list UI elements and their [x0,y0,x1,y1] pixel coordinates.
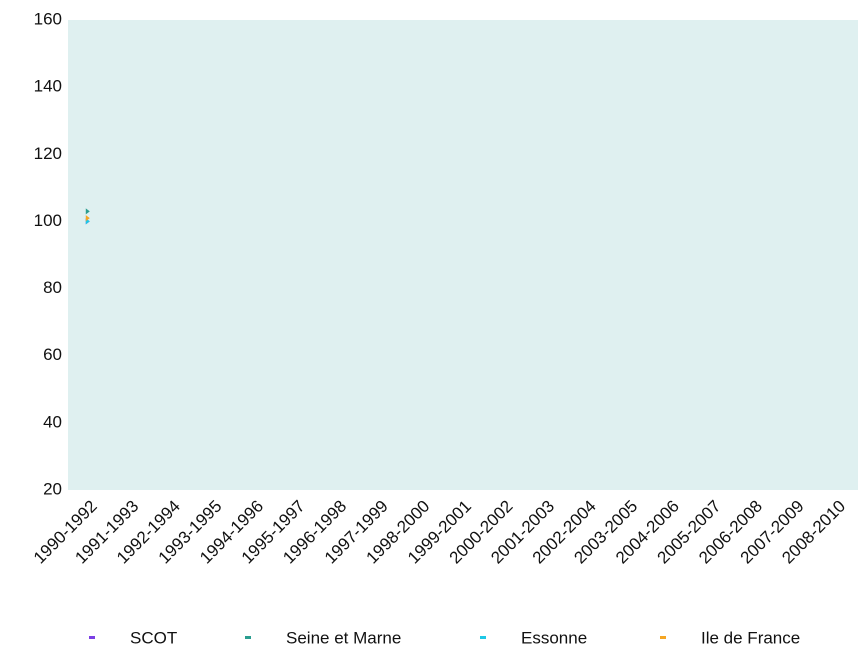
y-tick-label: 60 [43,345,62,364]
data-point [85,208,90,215]
y-tick-label: 140 [34,77,62,96]
y-tick-label: 120 [34,144,62,163]
y-tick-label: 20 [43,479,62,498]
legend-label: Seine et Marne [286,628,401,647]
legend-marker [245,636,251,639]
legend-marker [480,636,486,639]
legend-label: SCOT [130,628,177,647]
y-tick-label: 80 [43,278,62,297]
plot-area [68,20,858,490]
legend-marker [660,636,666,639]
legend-marker [89,636,95,639]
y-tick-label: 100 [34,211,62,230]
y-tick-label: 160 [34,9,62,28]
y-tick-label: 40 [43,412,62,431]
data-point [85,215,90,222]
legend-label: Essonne [521,628,587,647]
legend-label: Ile de France [701,628,800,647]
